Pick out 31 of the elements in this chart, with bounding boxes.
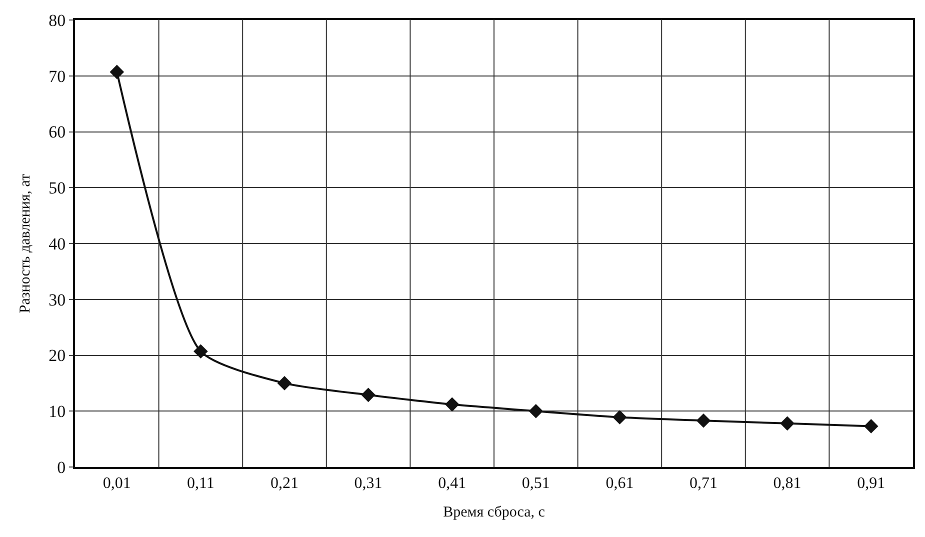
- x-tick-label: 0,31: [354, 475, 382, 492]
- x-tick-label: 0,71: [690, 475, 718, 492]
- y-tick-label: 30: [48, 290, 66, 310]
- point: [612, 410, 627, 424]
- x-tick-label: 0,51: [522, 475, 550, 492]
- point: [277, 376, 292, 390]
- y-tick-label: 40: [48, 234, 66, 254]
- y-tick-label: 0: [57, 458, 66, 477]
- point: [361, 388, 376, 402]
- x-tick-label: 0,41: [438, 475, 466, 492]
- x-axis-title: Время сброса, с: [443, 504, 546, 521]
- x-tick-label: 0,11: [186, 475, 214, 492]
- y-axis-title: Разность давления, ат: [17, 173, 34, 314]
- y-tick-label: 10: [48, 402, 66, 422]
- x-tick-label: 0,21: [270, 475, 298, 492]
- y-tick-label: 50: [48, 178, 66, 198]
- point: [864, 419, 878, 434]
- x-tick-label: 0,01: [102, 475, 131, 492]
- x-tick-label: 0,81: [773, 475, 802, 492]
- point: [696, 413, 711, 428]
- point: [194, 344, 208, 358]
- y-tick-label: 20: [48, 346, 66, 366]
- y-tick-label: 80: [48, 10, 66, 30]
- x-tick-label: 0,61: [606, 475, 634, 492]
- point: [528, 404, 544, 418]
- x-tick-label: 0,91: [857, 475, 886, 492]
- point: [444, 397, 460, 412]
- point: [110, 64, 124, 80]
- y-tick-label: 60: [48, 122, 66, 142]
- y-tick-label: 70: [48, 66, 66, 86]
- point: [780, 416, 794, 431]
